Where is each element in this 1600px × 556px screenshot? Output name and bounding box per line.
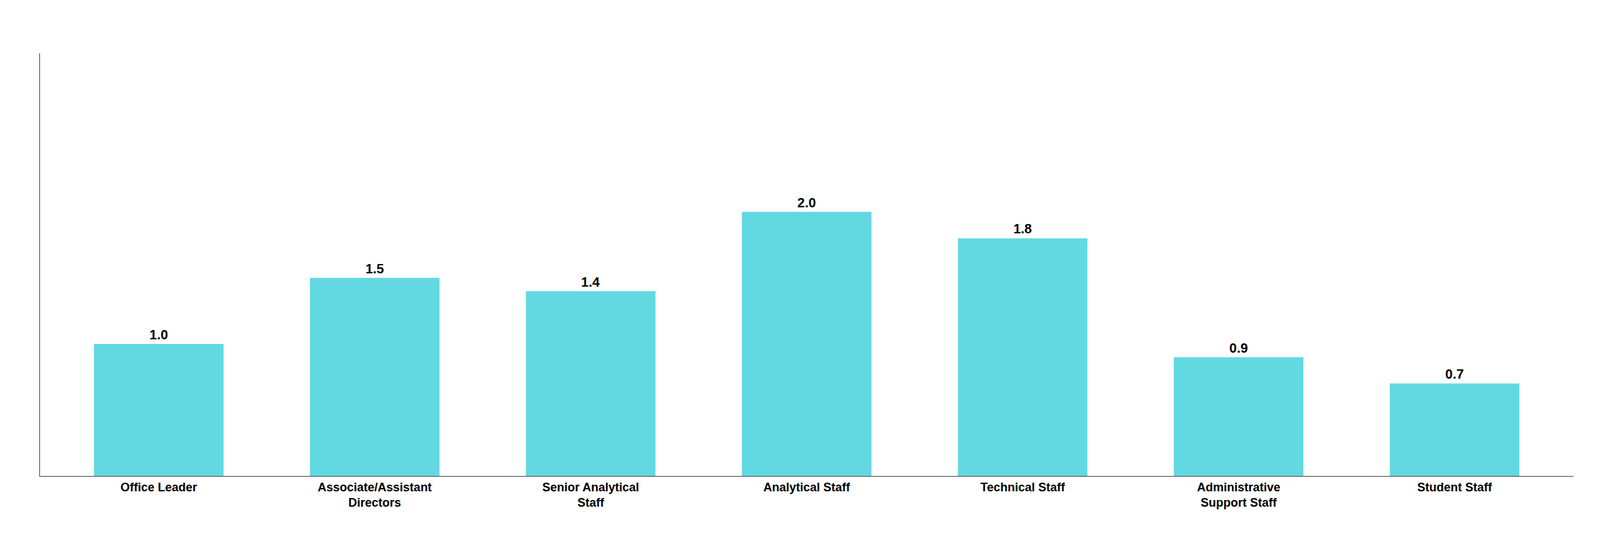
svg-text:Senior AnalyticalStaff: Senior AnalyticalStaff [542,480,640,510]
svg-text:2.0: 2.0 [797,195,817,210]
svg-text:1.8: 1.8 [1013,221,1033,236]
svg-text:0.9: 0.9 [1229,340,1249,356]
svg-text:Analytical Staff: Analytical Staff [763,480,851,494]
svg-text:1.0: 1.0 [149,327,168,342]
svg-text:Associate/AssistantDirectors: Associate/AssistantDirectors [317,480,432,510]
svg-text:Technical Staff: Technical Staff [980,480,1066,494]
svg-text:1.5: 1.5 [365,261,384,276]
svg-text:Office Leader: Office Leader [120,480,198,494]
svg-text:AdministrativeSupport Staff: AdministrativeSupport Staff [1196,480,1281,510]
svg-text:0.7: 0.7 [1445,366,1465,382]
svg-text:Student Staff: Student Staff [1417,480,1493,494]
svg-text:1.4: 1.4 [581,274,601,290]
